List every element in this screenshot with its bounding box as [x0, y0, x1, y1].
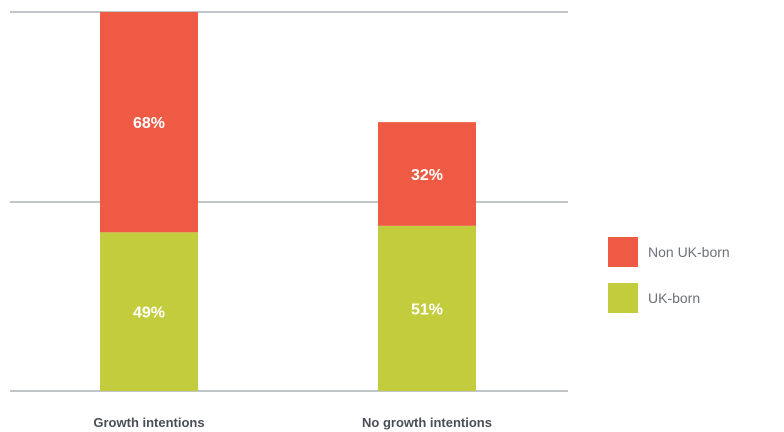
- category-label: Growth intentions: [93, 415, 204, 430]
- legend-label-uk-born: UK-born: [648, 290, 701, 306]
- data-label: 51%: [411, 301, 443, 318]
- bar-segment: [378, 225, 476, 391]
- data-label: 49%: [133, 305, 165, 322]
- gridlines: [10, 11, 568, 392]
- bar-segment: [100, 232, 198, 391]
- legend-swatch-uk-born: [608, 283, 638, 313]
- legend-item-uk-born: UK-born: [608, 282, 730, 314]
- bars: [100, 12, 476, 391]
- data-label: 32%: [411, 167, 443, 184]
- bar-segment: [100, 12, 198, 233]
- category-label: No growth intentions: [362, 415, 492, 430]
- legend-swatch-non-uk-born: [608, 237, 638, 267]
- data-label: 68%: [133, 115, 165, 132]
- legend-item-non-uk-born: Non UK-born: [608, 236, 730, 268]
- category-labels: Growth intentions No growth intentions: [93, 415, 492, 430]
- bar-segment: [378, 122, 476, 226]
- legend: Non UK-born UK-born: [608, 236, 730, 328]
- legend-label-non-uk-born: Non UK-born: [648, 244, 730, 260]
- segment-labels: 49% 68% 51% 32%: [133, 115, 443, 322]
